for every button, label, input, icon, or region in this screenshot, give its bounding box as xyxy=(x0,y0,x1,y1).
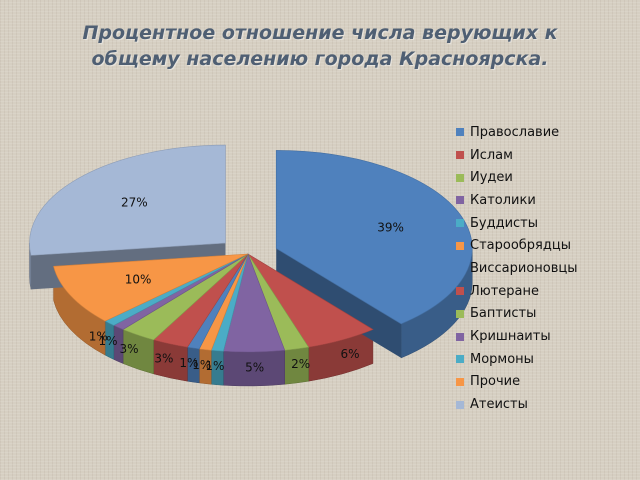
legend-item-10: Мормоны xyxy=(456,348,578,371)
legend-label-12: Атеисты xyxy=(470,397,528,413)
legend-swatch-7 xyxy=(456,287,464,296)
legend-swatch-2 xyxy=(456,173,464,182)
legend-swatch-9 xyxy=(456,332,464,341)
legend-label-10: Мормоны xyxy=(470,351,534,367)
data-label-4: 1% xyxy=(205,359,224,373)
legend-item-5: Старообрядцы xyxy=(456,234,578,257)
legend-swatch-5 xyxy=(456,241,464,250)
data-label-7: 3% xyxy=(154,352,173,366)
legend-swatch-0 xyxy=(456,128,464,137)
data-labels: 39%6%2%5%1%1%1%3%3%1%1%10%27% xyxy=(89,195,404,374)
data-label-5: 1% xyxy=(192,358,211,372)
data-label-6: 1% xyxy=(179,356,198,370)
legend-item-8: Баптисты xyxy=(456,303,578,326)
data-label-10: 1% xyxy=(89,329,108,343)
data-label-11: 10% xyxy=(125,272,152,286)
legend-label-4: Буддисты xyxy=(470,215,539,231)
legend-item-3: Католики xyxy=(456,189,578,212)
legend-swatch-11 xyxy=(456,377,464,386)
slice-12 xyxy=(29,144,226,256)
legend-label-11: Прочие xyxy=(470,374,521,390)
slice-0 xyxy=(275,150,473,325)
legend-label-2: Иудеи xyxy=(470,170,513,186)
legend-item-1: Ислам xyxy=(456,144,578,167)
legend-label-5: Старообрядцы xyxy=(470,238,571,254)
legend-swatch-10 xyxy=(456,355,464,364)
slice-tops xyxy=(29,144,473,353)
legend-label-8: Баптисты xyxy=(470,306,537,322)
legend-label-3: Католики xyxy=(470,192,536,208)
chart-legend: Православие Ислам Иудеи Католики Буддисты Ста… xyxy=(456,121,578,416)
data-label-8: 3% xyxy=(119,342,138,356)
legend-item-6: Виссарионовцы xyxy=(456,257,578,280)
legend-item-9: Кришнаиты xyxy=(456,325,578,348)
legend-item-7: Лютеране xyxy=(456,280,578,303)
legend-swatch-8 xyxy=(456,309,464,318)
data-label-1: 6% xyxy=(340,347,359,361)
legend-swatch-1 xyxy=(456,151,464,160)
data-label-2: 2% xyxy=(291,357,310,371)
chart-title-line-1: Процентное отношение числа верующих к xyxy=(82,22,558,44)
data-label-12: 27% xyxy=(121,195,148,209)
slice-11 xyxy=(53,253,249,322)
legend-item-4: Буддисты xyxy=(456,212,578,235)
legend-swatch-6 xyxy=(456,264,464,273)
legend-item-2: Иудеи xyxy=(456,166,578,189)
legend-swatch-4 xyxy=(456,219,464,228)
legend-label-0: Православие xyxy=(470,124,560,140)
chart-title: Процентное отношение числа верующих к об… xyxy=(10,20,630,72)
legend-item-0: Православие xyxy=(456,121,578,144)
legend-item-12: Атеисты xyxy=(456,393,578,416)
data-label-3: 5% xyxy=(245,360,264,374)
legend-swatch-3 xyxy=(456,196,464,205)
legend-swatch-12 xyxy=(456,400,464,409)
legend-label-6: Виссарионовцы xyxy=(470,260,578,276)
chart-title-line-2: общему населению города Красноярска. xyxy=(91,48,549,70)
legend-label-9: Кришнаиты xyxy=(470,329,551,345)
data-label-9: 1% xyxy=(98,334,117,348)
legend-label-1: Ислам xyxy=(470,147,513,163)
legend-item-11: Прочие xyxy=(456,371,578,394)
legend-label-7: Лютеране xyxy=(470,283,540,299)
data-label-0: 39% xyxy=(377,220,404,234)
